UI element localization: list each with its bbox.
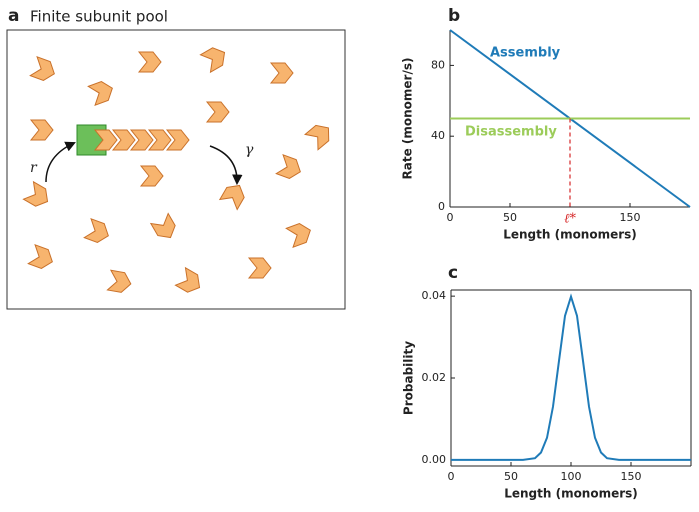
subunit — [140, 165, 164, 187]
series-line — [451, 293, 691, 461]
rate-label: r — [30, 160, 38, 176]
y-tick-label: 0.02 — [422, 371, 447, 384]
subunit — [206, 101, 230, 123]
series-label: Assembly — [490, 46, 561, 61]
x-axis-label: Length (monomers) — [504, 487, 638, 501]
panel-label: c — [448, 263, 458, 283]
panel-label: a — [8, 6, 19, 26]
rate-label: γ — [245, 142, 254, 158]
x-tick-label: 150 — [621, 470, 642, 483]
y-tick-label: 40 — [431, 129, 445, 142]
pool-box — [6, 29, 346, 310]
x-tick-label: 100 — [561, 470, 582, 483]
y-axis-label: Probability — [402, 341, 416, 415]
assembly-arrow — [45, 141, 76, 183]
x-tick-label: 0 — [448, 470, 455, 483]
y-tick-label: 0 — [438, 200, 445, 213]
y-tick-label: 80 — [431, 58, 445, 71]
subunit — [83, 218, 113, 246]
subunit — [285, 220, 315, 248]
subunit — [106, 269, 134, 295]
x-tick-label: 50 — [503, 211, 517, 224]
y-tick-label: 0.04 — [422, 289, 447, 302]
subunit — [30, 119, 54, 141]
subunit — [150, 212, 180, 244]
subunit — [275, 154, 305, 182]
marker-label: ℓ* — [564, 212, 576, 227]
subunit — [174, 267, 206, 297]
panel-title: Finite subunit pool — [30, 8, 168, 26]
panel-label: b — [448, 6, 460, 26]
subunit — [270, 62, 294, 84]
filament — [76, 124, 190, 156]
subunit — [29, 56, 59, 84]
x-tick-label: 150 — [620, 211, 641, 224]
subunit — [138, 51, 162, 73]
x-axis-label: Length (monomers) — [503, 228, 637, 242]
x-tick-label: 50 — [504, 470, 518, 483]
subunit — [248, 257, 272, 279]
y-tick-label: 0.00 — [422, 453, 447, 466]
series-label: Disassembly — [465, 125, 557, 140]
disassembly-arrow — [209, 145, 243, 186]
subunits — [22, 43, 336, 297]
subunit — [199, 43, 231, 73]
subunit — [304, 119, 336, 151]
y-axis-label: Rate (monomer/s) — [401, 58, 415, 180]
subunit — [87, 78, 117, 106]
x-tick-label: 0 — [447, 211, 454, 224]
subunit — [27, 244, 57, 272]
subunit — [22, 181, 54, 211]
subunit — [219, 179, 249, 211]
